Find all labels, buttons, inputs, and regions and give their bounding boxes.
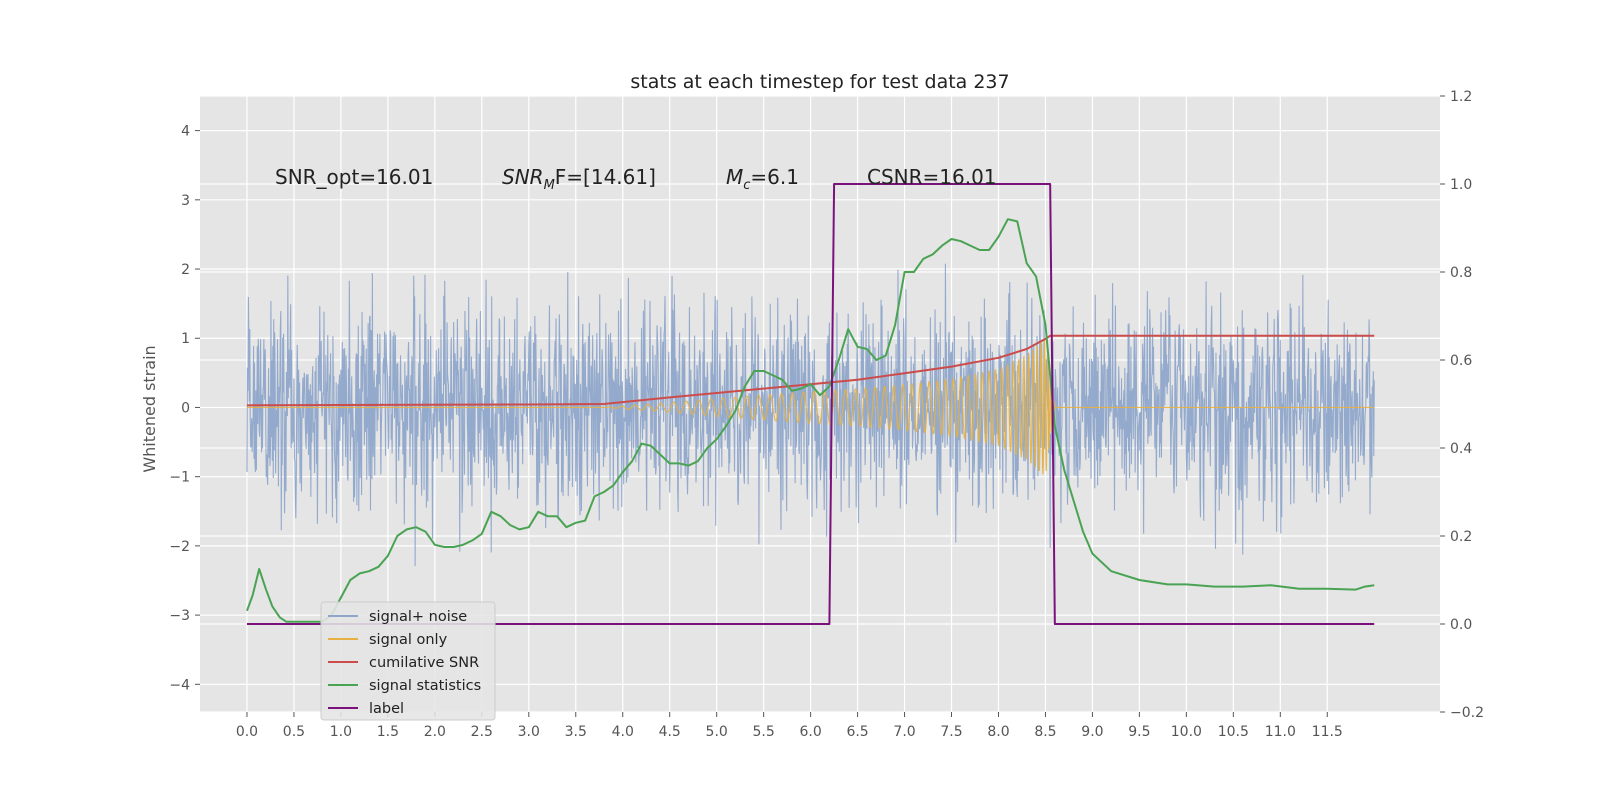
x-tick-label: 10.5 — [1218, 724, 1249, 740]
legend-label-signal-only: signal only — [369, 632, 448, 648]
y2-tick-label: 0.2 — [1450, 529, 1472, 545]
x-tick-label: 8.0 — [987, 724, 1009, 740]
x-tick-label: 11.5 — [1312, 724, 1343, 740]
legend-item-signal-statistics: signal statistics — [328, 678, 481, 694]
legend-item-label: label — [328, 701, 404, 717]
x-tick-label: 11.0 — [1265, 724, 1296, 740]
x-tick-label: 8.5 — [1034, 724, 1056, 740]
x-tick-label: 9.0 — [1081, 724, 1103, 740]
legend-item-signal-only: signal only — [328, 632, 448, 648]
legend-label-label: label — [369, 701, 404, 717]
y2-tick-label: −0.2 — [1450, 705, 1484, 721]
annotation-mc-sub: c — [743, 178, 750, 193]
grid — [200, 95, 1440, 713]
y-tick-label: −1 — [169, 470, 190, 486]
legend-label-cumilative-snr: cumilative SNR — [369, 655, 479, 671]
legend-box — [320, 601, 496, 721]
x-tick-label: 6.5 — [846, 724, 868, 740]
x-tick-label: 3.0 — [518, 724, 540, 740]
series-signal-only — [246, 339, 1375, 475]
legend: signal+ noise signal only cumilative SNR… — [320, 601, 496, 721]
x-tick-label: 7.5 — [940, 724, 962, 740]
y-tick-label: 2 — [181, 262, 190, 278]
y-tick-label: 1 — [181, 331, 190, 347]
y2-tick-label: 1.2 — [1450, 89, 1472, 105]
annotation-mc: Mc=6.1 — [726, 165, 799, 193]
x-tick-label: 2.0 — [424, 724, 446, 740]
x-tick-label: 1.0 — [330, 724, 352, 740]
series-signal-statistics — [246, 218, 1375, 623]
annotation-mc-symbol: M — [726, 165, 743, 189]
x-tick-label: 4.0 — [612, 724, 634, 740]
y-axis-label: Whitened strain — [140, 345, 159, 472]
y-tick-label: −4 — [169, 677, 190, 693]
x-tick-label: 7.0 — [893, 724, 915, 740]
y2-tick-label: 0.8 — [1450, 265, 1472, 281]
x-tick-label: 4.5 — [659, 724, 681, 740]
y2-tick-label: 0.6 — [1450, 353, 1472, 369]
series-cumilative-snr — [246, 334, 1375, 407]
x-tick-label: 6.0 — [799, 724, 821, 740]
annotation-snr-mf-value: F=[14.61] — [555, 165, 656, 189]
y2-tick-label: 0.0 — [1450, 617, 1472, 633]
y2-tick-label: 0.4 — [1450, 441, 1472, 457]
legend-item-signal-noise: signal+ noise — [328, 609, 467, 625]
y2-tick-label: 1.0 — [1450, 177, 1472, 193]
y-tick-label: 0 — [181, 400, 190, 416]
x-tick-label: 3.5 — [565, 724, 587, 740]
legend-label-signal-statistics: signal statistics — [369, 678, 481, 694]
annotation-snr-mf-sub: M — [544, 178, 555, 193]
x-tick-label: 5.0 — [706, 724, 728, 740]
annotation-mc-value: =6.1 — [750, 165, 799, 189]
chart-title: stats at each timestep for test data 237 — [630, 71, 1009, 93]
series-label — [246, 183, 1375, 625]
annotation-csnr: CSNR=16.01 — [867, 165, 997, 189]
legend-item-cumilative-snr: cumilative SNR — [328, 655, 479, 671]
y-tick-label: 4 — [181, 124, 190, 140]
x-tick-label: 1.5 — [377, 724, 399, 740]
y-tick-label: −2 — [169, 539, 190, 555]
annotation-snr-opt: SNR_opt=16.01 — [275, 165, 433, 189]
x-tick-label: 0.5 — [283, 724, 305, 740]
annotation-snr-mf-snr: SNR — [502, 165, 544, 189]
y-tick-label: 3 — [181, 193, 190, 209]
y-tick-label: −3 — [169, 608, 190, 624]
x-tick-label: 10.0 — [1171, 724, 1202, 740]
x-tick-label: 9.5 — [1128, 724, 1150, 740]
x-tick-label: 5.5 — [753, 724, 775, 740]
x-tick-label: 0.0 — [236, 724, 258, 740]
annotation-snr-mf: SNRMF=[14.61] — [502, 165, 656, 193]
x-tick-label: 2.5 — [471, 724, 493, 740]
legend-label-signal-noise: signal+ noise — [369, 609, 467, 625]
